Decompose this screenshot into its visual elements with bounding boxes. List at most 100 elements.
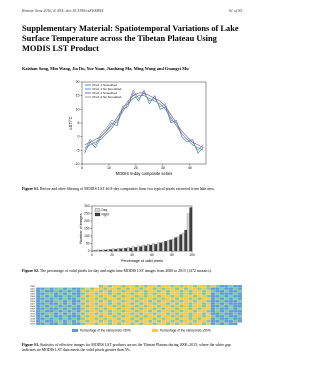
x-tick-label: 30 — [161, 166, 165, 170]
heat-cell — [170, 314, 175, 318]
heat-cell — [152, 294, 157, 298]
heat-cell — [165, 319, 171, 323]
heat-cell — [215, 314, 220, 318]
bar — [124, 248, 128, 252]
heat-cell — [53, 289, 59, 293]
heat-cell — [35, 309, 41, 313]
heat-cell — [67, 317, 72, 321]
heat-cell — [134, 304, 140, 308]
heat-cell — [67, 297, 72, 301]
heat-cell — [121, 322, 126, 326]
heat-cell — [219, 312, 225, 316]
heat-cell — [219, 319, 225, 323]
heat-cell — [89, 317, 95, 321]
heat-cell — [219, 289, 225, 293]
heat-cell — [237, 289, 243, 293]
heat-cell — [80, 294, 86, 298]
heat-cell — [121, 309, 126, 313]
heat-cell — [89, 284, 95, 288]
heat-cell — [103, 307, 108, 311]
heat-cell — [161, 294, 166, 298]
heat-cell — [183, 322, 189, 326]
heat-cell — [76, 302, 81, 306]
heat-cell — [179, 317, 184, 321]
heat-cell — [98, 297, 104, 301]
heat-cell — [210, 314, 216, 318]
heat-cell — [161, 297, 166, 301]
heat-cell — [232, 312, 238, 316]
heat-cell — [103, 289, 108, 293]
heat-cell — [89, 312, 95, 316]
heat-cell — [80, 312, 86, 316]
heat-cell — [62, 312, 68, 316]
heat-cell — [174, 287, 180, 291]
heat-cell — [188, 317, 193, 321]
heat-cell — [40, 304, 46, 308]
heat-cell — [219, 297, 225, 301]
heat-cell — [80, 304, 86, 308]
heat-cell — [210, 292, 216, 296]
bar — [181, 232, 185, 252]
heat-cell — [103, 314, 108, 318]
heat-cell — [112, 302, 117, 306]
heat-cell — [192, 292, 198, 296]
heat-cell — [129, 299, 135, 303]
heat-cell — [210, 319, 216, 323]
heat-cell — [215, 309, 220, 313]
heat-cell — [206, 289, 211, 293]
heat-cell — [215, 317, 220, 321]
heat-cell — [121, 302, 126, 306]
heat-cell — [129, 304, 135, 308]
heat-cell — [201, 322, 207, 326]
heat-cell — [67, 292, 72, 296]
heat-cell — [80, 287, 86, 291]
heat-cell — [165, 284, 171, 288]
heat-cell — [161, 307, 166, 311]
heat-cell — [232, 302, 238, 306]
heat-cell — [107, 309, 113, 313]
row-label: 2014 — [30, 321, 36, 323]
heat-cell — [85, 314, 90, 318]
heat-cell — [125, 322, 131, 326]
heat-cell — [228, 314, 234, 318]
heat-cell — [71, 319, 77, 323]
heat-cell — [197, 302, 202, 306]
heat-cell — [232, 317, 238, 321]
y-tick-label: 5 — [78, 121, 80, 125]
heat-cell — [103, 319, 108, 323]
heat-cell — [174, 322, 180, 326]
heat-cell — [76, 299, 81, 303]
legend-swatch — [94, 208, 101, 212]
heat-cell — [53, 284, 59, 288]
bar — [149, 244, 153, 252]
heat-cell — [228, 304, 234, 308]
heat-cell — [35, 314, 41, 318]
heat-cell — [210, 309, 216, 313]
heat-cell — [147, 284, 153, 288]
heat-cell — [179, 294, 184, 298]
heat-cell — [40, 322, 46, 326]
heat-cell — [125, 294, 131, 298]
bar — [114, 249, 118, 252]
heat-cell — [121, 287, 126, 291]
heat-cell — [215, 297, 220, 301]
heat-cell — [228, 322, 234, 326]
heat-cell — [201, 294, 207, 298]
heat-cell — [85, 312, 90, 316]
heat-cell — [201, 287, 207, 291]
bar — [116, 248, 120, 252]
heat-cell — [179, 289, 184, 293]
heat-cell — [206, 319, 211, 323]
bar — [164, 241, 168, 252]
heat-cell — [197, 284, 202, 288]
heat-cell — [219, 317, 225, 321]
heat-cell — [143, 307, 149, 311]
heat-cell — [103, 299, 108, 303]
heat-cell — [201, 292, 207, 296]
heat-cell — [134, 322, 140, 326]
heat-cell — [228, 287, 234, 291]
heat-cell — [228, 299, 234, 303]
heat-cell — [76, 317, 81, 321]
heat-cell — [215, 294, 220, 298]
heat-cell — [165, 322, 171, 326]
